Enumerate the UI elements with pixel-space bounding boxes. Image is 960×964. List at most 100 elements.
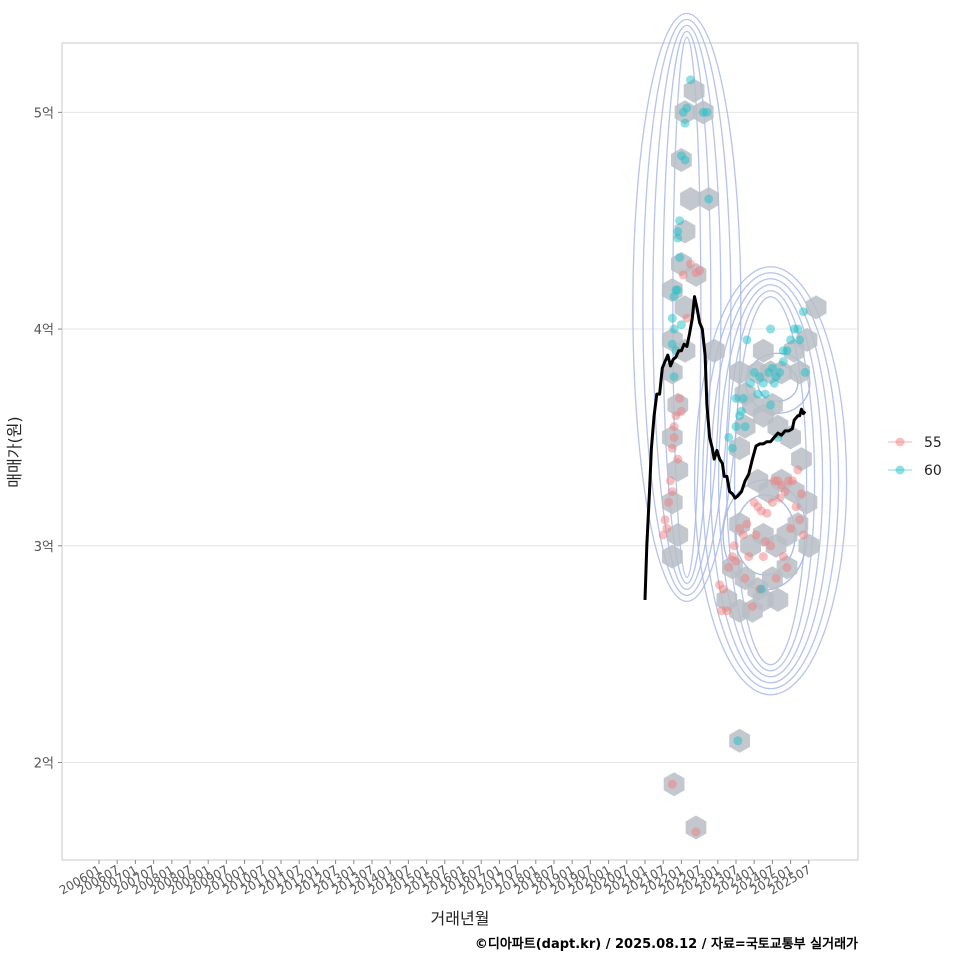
data-point-60 [667, 313, 677, 323]
density-contour [652, 24, 722, 591]
data-point-60 [669, 324, 679, 334]
hexbin-cell [729, 360, 750, 385]
data-point-55 [678, 270, 688, 280]
density-contour [672, 36, 702, 579]
data-point-55 [742, 519, 752, 529]
data-point-60 [778, 346, 788, 356]
y-tick-label: 3억 [34, 540, 54, 555]
data-point-55 [662, 523, 672, 533]
data-point-55 [669, 422, 679, 432]
data-point-55 [744, 552, 754, 562]
data-point-60 [669, 372, 679, 382]
hexbin-cell [791, 447, 812, 472]
data-point-55 [675, 393, 685, 403]
x-axis-title: 거래년월 [431, 909, 490, 928]
data-point-55 [686, 259, 695, 269]
data-point-60 [686, 75, 695, 85]
data-point-60 [673, 227, 683, 237]
data-point-55 [718, 584, 728, 594]
data-point-55 [691, 827, 701, 837]
legend-key-point [895, 437, 905, 447]
legend-label: 60 [924, 463, 942, 479]
data-point-55 [767, 497, 777, 507]
data-point-55 [724, 562, 734, 572]
data-point-55 [660, 515, 670, 525]
y-tick-label: 2억 [34, 756, 54, 771]
data-point-55 [667, 443, 677, 453]
data-point-60 [798, 307, 808, 317]
data-point-55 [665, 476, 675, 486]
data-point-60 [702, 107, 712, 117]
data-point-60 [738, 393, 748, 403]
data-point-60 [767, 363, 777, 373]
density-contour [717, 284, 824, 678]
data-point-55 [798, 530, 808, 540]
data-point-60 [793, 324, 803, 334]
data-point-55 [731, 556, 741, 566]
legend-label: 55 [924, 435, 942, 451]
hexbin-cell [729, 436, 750, 461]
hexbin-cell [674, 338, 696, 363]
data-point-55 [682, 313, 692, 323]
y-tick-label: 4억 [34, 323, 54, 338]
data-point-60 [675, 216, 685, 226]
hexbin-cell [667, 522, 689, 547]
data-point-60 [756, 584, 766, 594]
data-point-60 [795, 335, 805, 345]
data-point-55 [751, 530, 761, 540]
data-point-60 [766, 324, 776, 334]
data-point-55 [667, 487, 677, 497]
hexbin-cell [798, 533, 820, 558]
hexbin-cell [767, 587, 789, 612]
hexbin-cell [683, 78, 705, 103]
data-point-55 [791, 502, 801, 512]
legend-key-point [895, 465, 905, 475]
hexbin-cell [752, 338, 774, 363]
data-point-60 [746, 378, 756, 388]
data-point-60 [800, 367, 810, 377]
data-point-60 [758, 378, 768, 388]
data-point-60 [673, 285, 683, 295]
hexbin-cell [789, 360, 811, 385]
data-point-60 [760, 389, 770, 399]
data-point-55 [760, 536, 770, 546]
density-contour [709, 278, 832, 684]
hexbin-cell [667, 457, 689, 482]
data-point-60 [731, 422, 741, 432]
data-point-55 [747, 601, 757, 611]
data-point-60 [673, 233, 683, 243]
data-point-60 [724, 432, 734, 442]
density-contour [733, 296, 808, 666]
hexbin-cell [674, 295, 696, 320]
data-point-55 [782, 562, 792, 572]
data-point-55 [778, 552, 788, 562]
density-contour [632, 12, 742, 603]
data-point-55 [793, 465, 803, 475]
hexbin-cell [680, 187, 701, 211]
source-credit: ©디아파트(dapt.kr) / 2025.08.12 / 자료=국토교통부 실… [474, 937, 858, 952]
data-point-55 [775, 493, 785, 503]
data-point-55 [676, 406, 686, 416]
data-point-60 [680, 118, 690, 128]
data-point-55 [762, 508, 772, 518]
y-tick-label: 5억 [34, 106, 54, 121]
hexbin-cell [805, 295, 827, 320]
hexbin-cell [661, 544, 683, 569]
data-point-55 [795, 515, 805, 525]
data-point-60 [775, 367, 785, 377]
data-point-60 [682, 103, 692, 113]
data-point-60 [736, 406, 746, 416]
data-point-55 [786, 523, 796, 533]
data-point-55 [780, 487, 790, 497]
data-point-60 [742, 335, 752, 345]
data-point-60 [727, 443, 737, 453]
data-point-60 [778, 357, 788, 367]
data-point-55 [669, 432, 679, 442]
data-point-55 [740, 573, 750, 583]
data-point-60 [786, 335, 796, 345]
density-contour [693, 266, 848, 696]
data-point-60 [733, 736, 743, 746]
data-point-60 [675, 253, 685, 263]
y-axis-title: 매매가(원) [5, 416, 24, 487]
